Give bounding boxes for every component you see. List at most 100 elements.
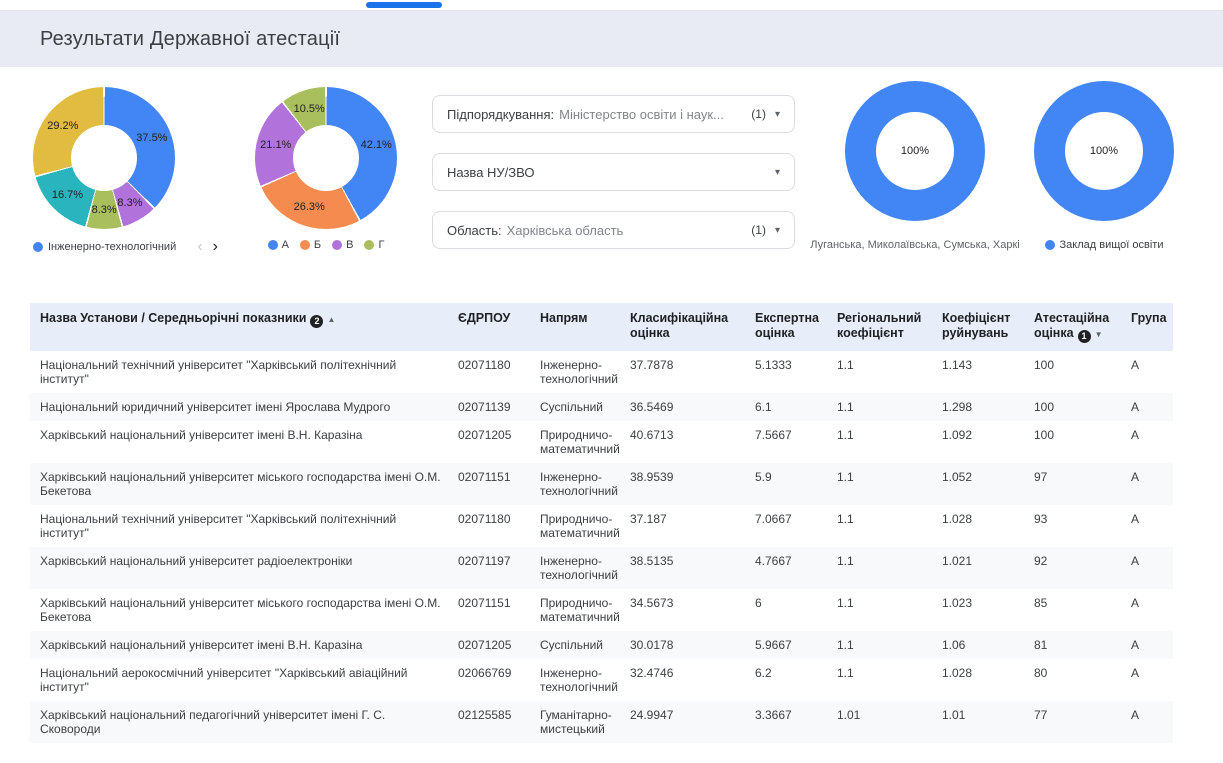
table-cell: Харківський національний педагогічний ун…	[30, 701, 450, 743]
table-cell: 81	[1026, 631, 1123, 659]
table-cell: 5.1333	[755, 358, 792, 372]
directions-donut-legend: Інженерно-технологічний ‹ ›	[33, 239, 218, 255]
legend-item[interactable]: В	[332, 239, 353, 251]
table-cell: 36.5469	[622, 393, 747, 421]
table-cell: 02071151	[458, 596, 511, 610]
results-table: Назва Установи / Середньорічні показники…	[30, 303, 1173, 743]
table-cell: 92	[1026, 547, 1123, 589]
legend-prev-arrow-icon[interactable]: ‹	[197, 238, 203, 255]
table-cell: 6.1	[747, 393, 829, 421]
table-cell: А	[1123, 631, 1173, 659]
table-row: Харківський національний університет міс…	[30, 589, 1173, 631]
table-cell: 40.6713	[630, 428, 674, 442]
table-cell: Харківський національний університет міс…	[30, 463, 450, 505]
table-cell: 30.0178	[622, 631, 747, 659]
legend-item[interactable]: Б	[299, 239, 321, 251]
table-cell: 1.1	[837, 428, 854, 442]
table-row: Харківський національний університет іме…	[30, 421, 1173, 463]
filter-institution-name-dropdown[interactable]: Назва НУ/ЗВО ▾	[432, 153, 795, 191]
results-table-body: Національний технічний університет "Харк…	[30, 351, 1173, 743]
filter-label: Назва НУ/ЗВО	[447, 164, 535, 180]
table-row: Національний юридичний університет імені…	[30, 393, 1173, 421]
charts-and-filters-row: 37.5% 8.3% 8.3% 16.7% 29.2% Інженерно-технол…	[0, 67, 1223, 297]
top-scrollbar	[0, 0, 1223, 11]
table-cell: Харківський національний університет іме…	[40, 428, 363, 442]
slice-percentage-label: 42.1%	[360, 139, 392, 152]
table-row: Національний аерокосмічний університет "…	[30, 659, 1173, 701]
table-cell: Харківський національний університет міс…	[40, 596, 441, 624]
slice-percentage-label: 16.7%	[51, 188, 84, 201]
table-row: Харківський національний університет рад…	[30, 547, 1173, 589]
institution-type-donut-legend: Заклад вищої освіти	[994, 239, 1214, 251]
column-header-direction[interactable]: Напрям	[532, 303, 622, 351]
table-header-row: Назва Установи / Середньорічні показники…	[30, 303, 1173, 351]
table-cell: 1.028	[942, 666, 973, 680]
legend-dot	[33, 242, 43, 252]
table-cell: 1.1	[837, 666, 854, 680]
column-header-destruction-coefficient[interactable]: Коефіцієнт руйнувань	[934, 303, 1026, 351]
column-header-expert-score[interactable]: Експертна оцінка	[747, 303, 829, 351]
sort-asc-icon: ▲	[327, 315, 336, 324]
top-scrollbar-thumb[interactable]	[366, 2, 442, 8]
legend-item[interactable]: Г	[364, 239, 384, 251]
table-cell: 1.1	[837, 512, 854, 526]
filter-subordination-dropdown[interactable]: Підпорядкування: Міністерство освіти і н…	[432, 95, 795, 133]
column-header-institution[interactable]: Назва Установи / Середньорічні показники…	[30, 303, 450, 351]
legend-dot	[1044, 240, 1055, 250]
table-cell: 77	[1026, 701, 1123, 743]
table-cell: Інженерно-технологічний	[532, 463, 622, 505]
table-row: Харківський національний університет іме…	[30, 631, 1173, 659]
info-badge-1-icon: 1	[1077, 330, 1091, 343]
donut-hole	[876, 112, 954, 190]
legend-dot	[267, 240, 278, 250]
table-cell: 1.143	[942, 358, 973, 372]
legend-item[interactable]: А	[267, 239, 289, 251]
column-header-regional-coefficient[interactable]: Регіональний коефіцієнт	[829, 303, 934, 351]
table-cell: 38.5135	[622, 547, 747, 589]
table-cell: 7.0667	[755, 512, 792, 526]
table-cell: 02125585	[450, 701, 532, 743]
table-cell: 1.01	[934, 701, 1026, 743]
table-cell: 02071205	[458, 428, 512, 442]
table-cell: А	[1123, 701, 1173, 743]
filter-region-dropdown[interactable]: Область: Харківська область (1) ▾	[432, 211, 795, 249]
institution-type-donut-chart[interactable]: 100%	[1034, 81, 1174, 221]
directions-donut-chart[interactable]: 37.5% 8.3% 8.3% 16.7% 29.2%	[33, 87, 175, 229]
table-cell: А	[1131, 596, 1140, 610]
chevron-down-icon: ▾	[774, 166, 780, 178]
table-cell: 24.9947	[622, 701, 747, 743]
column-header-attestation-score[interactable]: Атестаційна оцінка 1 ▼	[1026, 303, 1123, 351]
table-cell: 100	[1034, 358, 1055, 372]
table-cell: Національний юридичний університет імені…	[30, 393, 450, 421]
table-cell: 1.1	[829, 393, 934, 421]
legend-label: В	[346, 239, 354, 251]
table-cell: 1.1	[837, 596, 854, 610]
table-cell: 02071197	[450, 547, 532, 589]
table-cell: 1.06	[934, 631, 1026, 659]
donut-hole	[1065, 112, 1143, 190]
slice-percentage-label: 29.2%	[47, 120, 79, 133]
table-cell: 02071180	[458, 512, 511, 526]
regions-donut-chart[interactable]: 100%	[845, 81, 985, 221]
table-cell: 1.1	[829, 631, 934, 659]
legend-label: Інженерно-технологічний	[48, 241, 177, 253]
legend-next-arrow-icon[interactable]: ›	[212, 238, 218, 255]
table-cell: 93	[1034, 512, 1048, 526]
table-cell: 02071151	[450, 463, 532, 505]
table-cell: А	[1123, 463, 1173, 505]
table-row: Національний технічний університет "Харк…	[30, 351, 1173, 393]
table-cell: Природничо-математичний	[540, 596, 620, 624]
column-header-group[interactable]: Група	[1123, 303, 1173, 351]
sort-desc-icon: ▼	[1094, 330, 1103, 339]
table-cell: 1.1	[829, 463, 934, 505]
caption-label: Луганська, Миколаївська, Сумська, Харкі	[810, 239, 1020, 251]
column-header-edrpou[interactable]: ЄДРПОУ	[450, 303, 532, 351]
table-cell: 100	[1026, 393, 1123, 421]
legend-dot	[299, 240, 310, 250]
groups-donut-chart[interactable]: 42.1% 26.3% 21.1% 10.5%	[255, 87, 397, 229]
column-header-classification-score[interactable]: Класифікаційна оцінка	[622, 303, 747, 351]
filter-label: Область:	[447, 222, 502, 238]
table-cell: 100	[1034, 428, 1055, 442]
regions-donut-caption: Луганська, Миколаївська, Сумська, Харкі	[795, 239, 1035, 251]
table-cell: А	[1131, 512, 1140, 526]
